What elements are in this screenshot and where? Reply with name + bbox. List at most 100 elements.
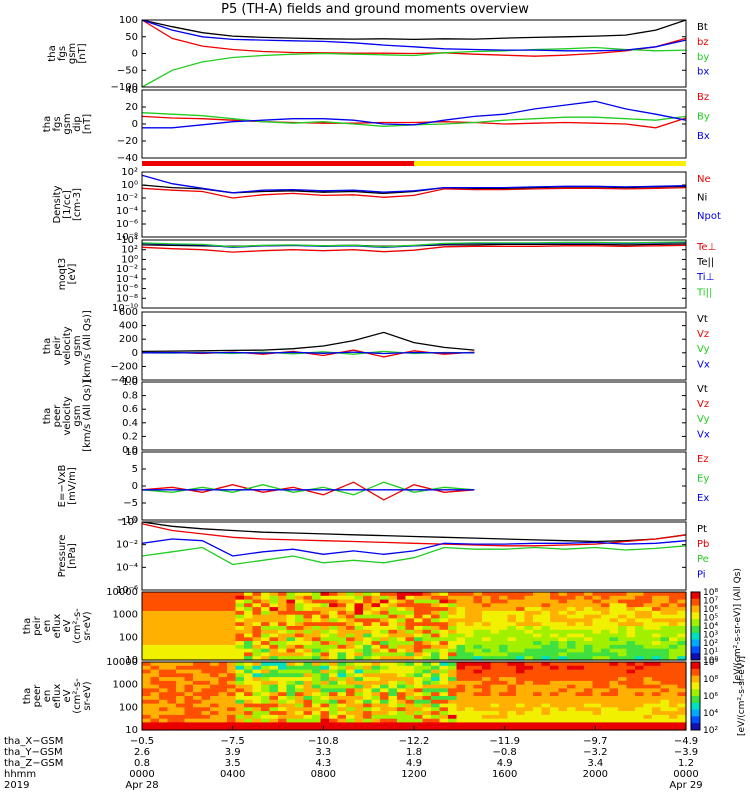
spectrogram-cell [567, 622, 577, 627]
spectrogram-cell [303, 722, 313, 727]
spectrogram-cell [439, 696, 449, 701]
spectrogram-cell [439, 626, 449, 631]
spectrogram-cell [490, 673, 500, 678]
legend-label: bz [697, 37, 709, 48]
spectrogram-cell [286, 599, 296, 604]
spectrogram-cell [354, 711, 364, 716]
spectrogram-cell [422, 656, 432, 661]
spectrogram-cell [354, 652, 364, 657]
spectrogram-cell [405, 656, 415, 661]
spectrogram-cell [652, 641, 662, 646]
spectrogram-cell [456, 722, 466, 727]
spectrogram-cell [210, 714, 220, 720]
spectrogram-cell [677, 607, 687, 612]
spectrogram-cell [329, 669, 339, 674]
spectrogram-cell [660, 629, 670, 635]
spectrogram-cell [167, 614, 177, 620]
spectrogram-cell [329, 684, 339, 690]
spectrogram-cell [227, 665, 237, 671]
spectrogram-cell [329, 652, 339, 657]
spectrogram-cell [261, 603, 271, 608]
spectrogram-cell [150, 703, 160, 708]
spectrogram-cell [490, 669, 500, 674]
spectrogram-cell [550, 707, 560, 712]
spectrogram-cell [354, 618, 364, 623]
spectrogram-cell [210, 669, 220, 674]
spectrogram-cell [295, 684, 305, 690]
spectrogram-cell [201, 684, 211, 690]
spectrogram-cell [269, 610, 279, 616]
spectrogram-cell [167, 714, 177, 720]
spectrogram-cell [507, 599, 517, 604]
spectrogram-cell [210, 610, 220, 616]
spectrogram-cell [652, 722, 662, 727]
y-tick-label: 20 [125, 102, 138, 113]
spectrogram-cell [635, 629, 645, 635]
spectrogram-cell [278, 637, 288, 642]
spectrogram-cell [567, 592, 577, 597]
spectrogram-cell [303, 603, 313, 608]
spectrogram-cell [210, 692, 220, 697]
spectrogram-cell [159, 629, 169, 635]
spectrogram-cell [499, 626, 509, 631]
spectrogram-cell [601, 610, 611, 616]
spectrogram-cell [176, 592, 186, 597]
spectrogram-cell [584, 644, 594, 650]
spectrogram-cell [541, 718, 551, 724]
spectrogram-cell [227, 718, 237, 724]
spectrogram-cell [439, 692, 449, 697]
spectrogram-cell [652, 644, 662, 650]
spectrogram-cell [660, 684, 670, 690]
spectrogram-cell [295, 673, 305, 678]
spectrogram-cell [235, 595, 245, 601]
spectrogram-cell [575, 673, 585, 678]
spectrogram-cell [592, 610, 602, 616]
spectrogram-cell [626, 673, 636, 678]
spectrogram-cell [303, 692, 313, 697]
spectrogram-cell [193, 665, 203, 671]
series-line-by [141, 46, 687, 88]
spectrogram-cell [295, 656, 305, 661]
spectrogram-cell [252, 696, 262, 701]
panel-frame [141, 381, 687, 451]
spectrogram-cell [337, 680, 347, 686]
spectrogram-cell [533, 665, 543, 671]
spectrogram-cell [312, 614, 322, 620]
spectrogram-cell [575, 669, 585, 674]
spectrogram-cell [150, 684, 160, 690]
spectrogram-cell [490, 722, 500, 727]
spectrogram-cell [218, 610, 228, 616]
spectrogram-cell [388, 652, 398, 657]
spectrogram-cell [388, 610, 398, 616]
spectrogram-cell [635, 656, 645, 661]
spectrogram-cell [567, 648, 577, 654]
spectrogram-cell [550, 603, 560, 608]
spectrogram-cell [592, 677, 602, 682]
spectrogram-cell [201, 603, 211, 608]
spectrogram-cell [465, 722, 475, 727]
spectrogram-cell [320, 680, 330, 686]
spectrogram-cell [210, 618, 220, 623]
spectrogram-cell [431, 722, 441, 727]
spectrogram-cell [312, 622, 322, 627]
spectrogram-cell [584, 610, 594, 616]
spectrogram-cell [354, 637, 364, 642]
spectrogram-cell [626, 592, 636, 597]
spectrogram-cell [184, 677, 194, 682]
x-tick-label: 1600 [492, 769, 517, 780]
spectrogram-cell [363, 652, 373, 657]
spectrogram-cell [499, 703, 509, 708]
spectrogram-cell [541, 669, 551, 674]
spectrogram-cell [286, 618, 296, 623]
spectrogram-cell [431, 703, 441, 708]
spectrogram-cell [592, 680, 602, 686]
spectrogram-cell [346, 629, 356, 635]
spectrogram-cell [227, 669, 237, 674]
spectrogram-cell [473, 662, 483, 667]
spectrogram-cell [159, 656, 169, 661]
spectrogram-cell [295, 595, 305, 601]
spectrogram-cell [524, 656, 534, 661]
spectrogram-cell [575, 618, 585, 623]
spectrogram-cell [371, 677, 381, 682]
spectrogram-cell [422, 688, 432, 693]
